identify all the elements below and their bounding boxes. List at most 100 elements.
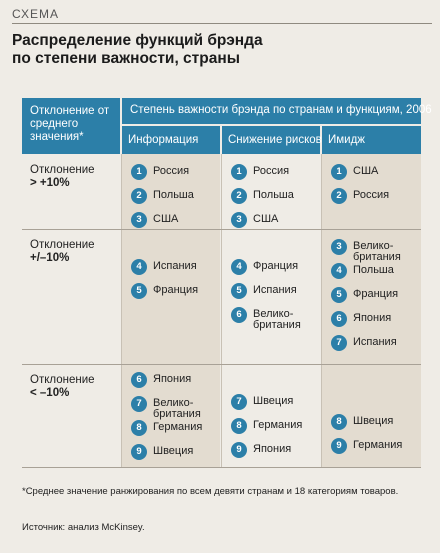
ranked-country: 4 Польша xyxy=(331,263,394,279)
ranked-country: 5 Испания xyxy=(231,283,297,299)
rank-badge: 7 xyxy=(231,394,247,410)
ranked-country: 8 Германия xyxy=(231,418,302,434)
country-name-line: британия xyxy=(153,408,201,420)
rank-badge: 8 xyxy=(231,418,247,434)
country-name-line: Франция xyxy=(253,260,299,272)
row-label-text: Отклонение xyxy=(30,164,95,176)
country-name-line: США xyxy=(253,213,279,225)
rank-badge: 2 xyxy=(131,188,147,204)
rank-badge: 3 xyxy=(131,212,147,228)
ranked-country: 3 Велико-британия xyxy=(331,239,401,263)
rank-badge: 3 xyxy=(231,212,247,228)
country-name-line: Россия xyxy=(153,165,190,177)
country-name: Польша xyxy=(253,188,294,201)
country-name: Германия xyxy=(153,420,202,433)
header-col-image: Имидж xyxy=(322,126,421,154)
country-name: Германия xyxy=(353,438,402,451)
country-name: Германия xyxy=(253,418,302,431)
country-name: Франция xyxy=(353,287,398,300)
title-line-1: Распределение функций брэнда xyxy=(12,32,263,49)
rank-badge: 4 xyxy=(331,263,347,279)
ranked-country: 4 Франция xyxy=(231,259,298,275)
page-title: Распределение функций брэнда по степени … xyxy=(12,32,412,68)
rank-badge: 6 xyxy=(131,372,147,388)
country-name-line: Франция xyxy=(353,288,399,300)
rank-badge: 6 xyxy=(231,307,247,323)
rank-badge: 9 xyxy=(231,442,247,458)
ranked-country: 1 Россия xyxy=(131,164,189,180)
row-label-text: Отклонение xyxy=(30,374,95,386)
row-label-text: Отклонение xyxy=(30,239,95,251)
country-name-line: Германия xyxy=(153,421,203,433)
row-label-value: < –10% xyxy=(30,387,70,399)
ranked-country: 3 США xyxy=(131,212,178,228)
ranked-country: 6 Япония xyxy=(131,372,191,388)
country-name: Швеция xyxy=(253,394,293,407)
brand-function-table: Отклонение от среднего значения* Степень… xyxy=(22,98,432,468)
country-name: Испания xyxy=(153,259,197,272)
ranked-country: 7 Велико-британия xyxy=(131,396,201,420)
column-divider xyxy=(221,154,222,468)
country-name: Япония xyxy=(253,442,291,455)
country-name: Испания xyxy=(253,283,297,296)
country-name: Франция xyxy=(253,259,298,272)
country-name-line: Япония xyxy=(253,443,292,455)
country-name-line: Германия xyxy=(253,419,303,431)
ranked-country: 9 Германия xyxy=(331,438,402,454)
ranked-country: 3 США xyxy=(231,212,278,228)
country-name-line: Япония xyxy=(153,373,192,385)
footnote: *Среднее значение ранжирования по всем д… xyxy=(22,486,399,497)
country-name: Россия xyxy=(353,188,389,201)
country-name-line: Швеция xyxy=(353,415,394,427)
row-divider xyxy=(22,229,421,230)
ranked-country: 9 Япония xyxy=(231,442,291,458)
rank-badge: 6 xyxy=(331,311,347,327)
ranked-country: 8 Швеция xyxy=(331,414,393,430)
country-name: Велико-британия xyxy=(353,239,401,263)
country-name: США xyxy=(253,212,278,225)
row-label: Отклонение < –10% xyxy=(22,364,120,410)
country-name-line: Испания xyxy=(153,260,197,272)
country-name-line: Швеция xyxy=(253,395,294,407)
country-name: Польша xyxy=(153,188,194,201)
rank-badge: 1 xyxy=(131,164,147,180)
country-name: Велико-британия xyxy=(253,307,301,331)
ranked-country: 7 Швеция xyxy=(231,394,293,410)
row-divider xyxy=(22,364,421,365)
country-name: Япония xyxy=(153,372,191,385)
rank-badge: 4 xyxy=(131,259,147,275)
rank-badge: 9 xyxy=(131,444,147,460)
column-divider xyxy=(321,154,322,468)
country-name: Франция xyxy=(153,283,198,296)
rank-badge: 4 xyxy=(231,259,247,275)
rank-badge: 8 xyxy=(331,414,347,430)
country-name-line: США xyxy=(353,165,379,177)
rank-badge: 7 xyxy=(331,335,347,351)
country-name-line: Россия xyxy=(253,165,290,177)
ranked-country: 8 Германия xyxy=(131,420,202,436)
country-name-line: британия xyxy=(253,319,301,331)
country-name-line: Франция xyxy=(153,284,199,296)
country-name: Швеция xyxy=(153,444,193,457)
title-line-2: по степени важности, страны xyxy=(12,50,240,67)
country-name: Польша xyxy=(353,263,394,276)
source-note: Источник: анализ McKinsey. xyxy=(22,522,145,533)
row-label: Отклонение > +10% xyxy=(22,154,120,200)
country-name: США xyxy=(153,212,178,225)
ranked-country: 2 Россия xyxy=(331,188,389,204)
rank-badge: 5 xyxy=(131,283,147,299)
country-name: Швеция xyxy=(353,414,393,427)
ranked-country: 6 Велико-британия xyxy=(231,307,301,331)
country-name-line: Польша xyxy=(353,264,394,276)
country-name: США xyxy=(353,164,378,177)
country-name: Велико-британия xyxy=(153,396,201,420)
rank-badge: 1 xyxy=(231,164,247,180)
rank-badge: 1 xyxy=(331,164,347,180)
ranked-country: 6 Япония xyxy=(331,311,391,327)
section-tag: СХЕМА xyxy=(12,7,59,21)
country-name-line: Россия xyxy=(353,189,390,201)
header-col-risk-reduction: Снижение рисков xyxy=(222,126,322,154)
country-name: Япония xyxy=(353,311,391,324)
rank-badge: 8 xyxy=(131,420,147,436)
